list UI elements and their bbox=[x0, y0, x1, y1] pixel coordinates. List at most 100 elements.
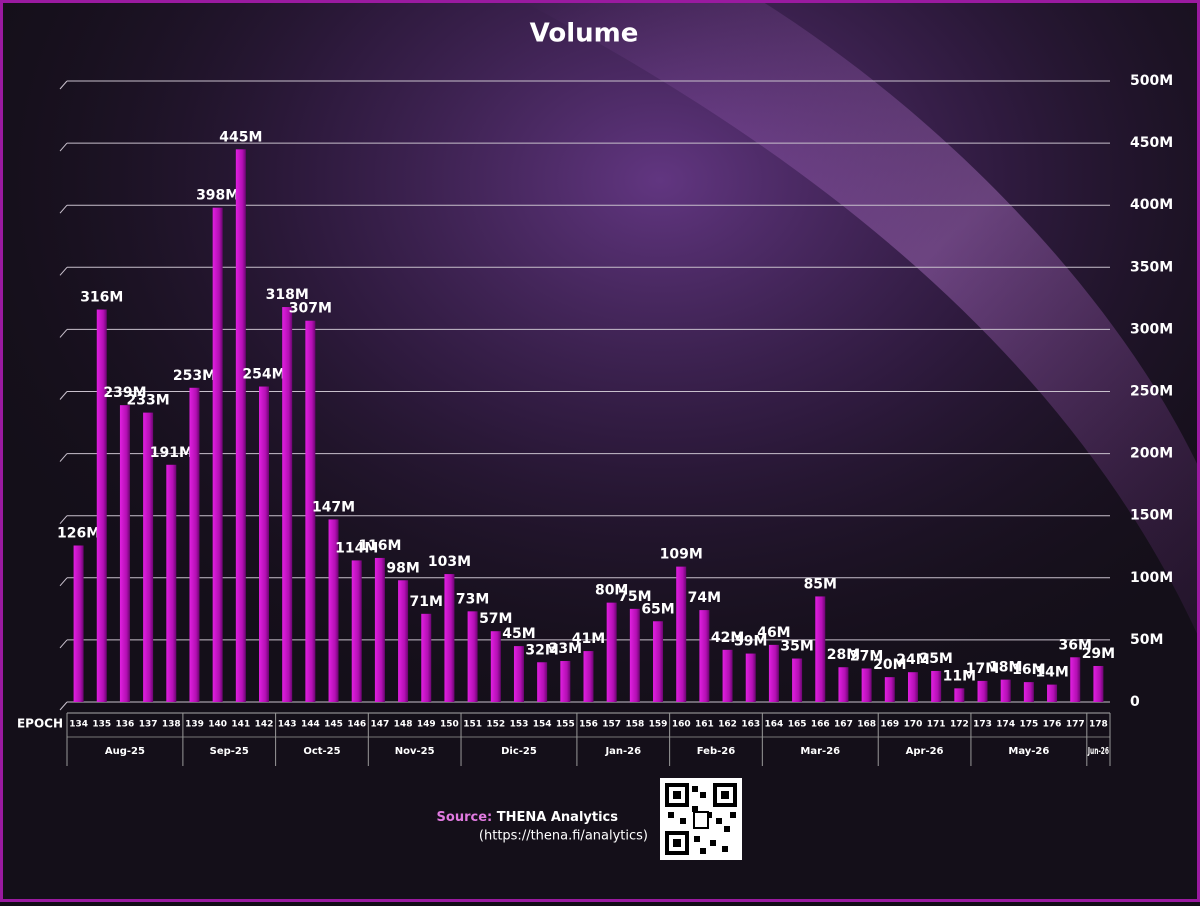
x-tick-label: 152 bbox=[486, 720, 505, 730]
x-tick-label: 160 bbox=[672, 720, 691, 730]
value-label: 398M bbox=[196, 188, 239, 204]
bar bbox=[421, 613, 432, 702]
value-label: 109M bbox=[660, 547, 703, 563]
x-tick-label: 168 bbox=[857, 720, 876, 730]
value-label: 239M bbox=[103, 385, 146, 401]
bar bbox=[328, 519, 339, 702]
x-tick-label: 151 bbox=[463, 720, 482, 730]
bar bbox=[119, 405, 130, 702]
x-tick-label: 143 bbox=[278, 720, 297, 730]
bar bbox=[1023, 682, 1034, 702]
bar bbox=[653, 621, 664, 702]
value-label: 45M bbox=[502, 626, 535, 642]
bar bbox=[513, 646, 524, 702]
grid-line-depth bbox=[59, 329, 68, 338]
bar bbox=[282, 307, 293, 702]
bar bbox=[768, 644, 779, 702]
bar bbox=[931, 670, 942, 702]
grid-line-depth bbox=[59, 515, 68, 525]
x-tick-label: 164 bbox=[765, 720, 784, 730]
grid-line-depth bbox=[59, 266, 68, 276]
month-label: Mar-26 bbox=[800, 746, 840, 757]
month-label: Feb-26 bbox=[697, 746, 735, 757]
bar bbox=[560, 661, 571, 702]
x-tick-label: 159 bbox=[649, 720, 668, 730]
value-label: 80M bbox=[595, 583, 628, 599]
x-tick-label: 173 bbox=[973, 720, 992, 730]
x-tick-label: 157 bbox=[602, 720, 621, 730]
x-tick-label: 177 bbox=[1066, 720, 1085, 730]
x-tick-label: 167 bbox=[834, 720, 853, 730]
value-label: 11M bbox=[943, 668, 976, 684]
x-tick-label: 175 bbox=[1019, 720, 1038, 730]
bar bbox=[444, 574, 455, 702]
bar bbox=[745, 653, 756, 702]
x-tick-label: 145 bbox=[324, 720, 343, 730]
bar bbox=[629, 608, 640, 702]
bar bbox=[537, 662, 548, 702]
y-tick-label: 350M bbox=[1130, 259, 1173, 275]
bar bbox=[398, 580, 409, 702]
y-tick-label: 200M bbox=[1130, 446, 1173, 462]
value-label: 445M bbox=[219, 129, 262, 145]
bar bbox=[676, 566, 687, 702]
value-label: 42M bbox=[711, 630, 744, 646]
value-label: 28M bbox=[827, 647, 860, 663]
x-tick-label: 134 bbox=[69, 720, 88, 730]
value-label: 126M bbox=[57, 526, 100, 542]
value-label: 85M bbox=[804, 576, 837, 592]
x-tick-label: 144 bbox=[301, 720, 320, 730]
value-label: 29M bbox=[1082, 646, 1115, 662]
x-tick-label: 176 bbox=[1043, 720, 1062, 730]
month-label: May-26 bbox=[1008, 746, 1049, 757]
bar bbox=[143, 412, 154, 702]
source: Source: THENA Analytics bbox=[437, 810, 619, 825]
value-label: 73M bbox=[456, 591, 489, 607]
value-label: 27M bbox=[850, 648, 883, 664]
x-tick-label: 146 bbox=[347, 720, 366, 730]
bar bbox=[1047, 684, 1058, 702]
chart-title: Volume bbox=[530, 19, 639, 49]
source-url: (https://thena.fi/analytics) bbox=[479, 829, 648, 844]
y-tick-label: 300M bbox=[1130, 321, 1173, 337]
y-tick-label: 0 bbox=[1130, 694, 1140, 710]
bar bbox=[305, 320, 316, 702]
x-tick-label: 163 bbox=[741, 720, 760, 730]
bar bbox=[722, 649, 733, 702]
qr-code bbox=[660, 778, 742, 860]
value-label: 18M bbox=[989, 660, 1022, 676]
bar bbox=[259, 386, 270, 702]
value-label: 65M bbox=[641, 601, 674, 617]
bar bbox=[212, 207, 223, 702]
x-tick-label: 135 bbox=[92, 720, 111, 730]
value-label: 20M bbox=[873, 657, 906, 673]
bar bbox=[838, 667, 849, 702]
x-tick-label: 169 bbox=[880, 720, 899, 730]
bar bbox=[583, 651, 594, 702]
month-label: Oct-25 bbox=[303, 746, 340, 757]
bar bbox=[189, 387, 200, 702]
grid-line-depth bbox=[59, 453, 68, 462]
month-label: Jan-26 bbox=[604, 746, 641, 757]
x-tick-label: 149 bbox=[417, 720, 436, 730]
x-tick-label: 154 bbox=[533, 720, 552, 730]
value-label: 33M bbox=[549, 641, 582, 657]
bar bbox=[606, 602, 617, 702]
y-tick-label: 450M bbox=[1130, 135, 1173, 151]
bar bbox=[73, 545, 84, 702]
x-tick-label: 174 bbox=[996, 720, 1015, 730]
x-tick-label: 136 bbox=[116, 720, 135, 730]
background-beam bbox=[520, 0, 1200, 640]
x-tick-label: 155 bbox=[556, 720, 575, 730]
bar bbox=[977, 680, 988, 702]
bar bbox=[467, 611, 478, 702]
y-tick-label: 250M bbox=[1130, 384, 1173, 400]
x-tick-label: 141 bbox=[231, 720, 250, 730]
bar bbox=[351, 560, 362, 702]
bar bbox=[1070, 657, 1081, 702]
bar bbox=[374, 557, 385, 702]
y-tick-label: 100M bbox=[1130, 570, 1173, 586]
grid-line-depth bbox=[59, 204, 68, 214]
x-tick-label: 153 bbox=[510, 720, 529, 730]
